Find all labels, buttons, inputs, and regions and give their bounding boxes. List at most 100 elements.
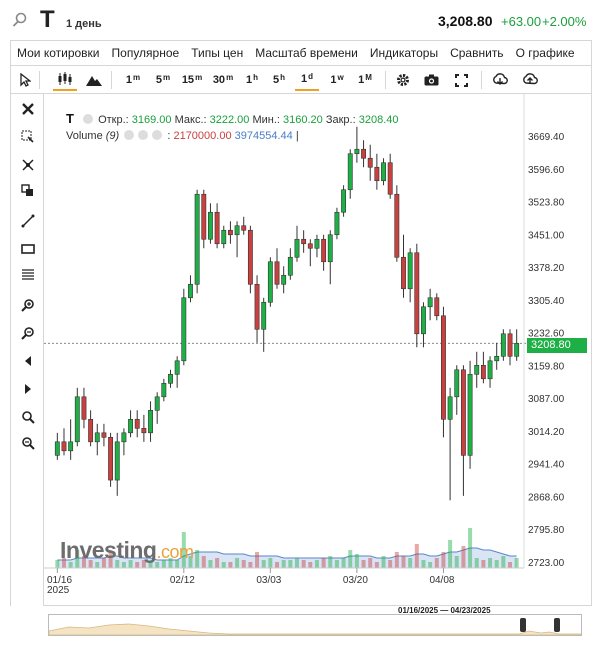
zoom-in-icon[interactable] [19,296,37,314]
close-icon[interactable] [19,100,37,118]
zoom-out-icon[interactable] [19,324,37,342]
volume-bar [508,562,513,568]
y-tick-label: 2723.00 [528,558,565,569]
candle-body [287,256,293,276]
candle-body [321,238,327,263]
open-value: 3169.00 [131,114,172,126]
volume-bar [161,560,166,568]
volume-bar [55,560,60,568]
navigator-left-handle[interactable] [520,618,526,632]
y-tick-label: 3669.40 [528,132,565,143]
zoom-reset-icon[interactable] [19,408,37,426]
menu-about-chart[interactable]: О графике [515,46,575,60]
interval-15m[interactable]: 15 m [181,72,203,87]
menu-indicators[interactable]: Индикаторы [369,46,439,60]
candle-body [54,441,60,456]
candle-body [141,428,147,434]
candle-body [194,193,200,285]
volume-bar [501,556,506,568]
arrow-right-icon[interactable] [19,380,37,398]
crosshair-icon[interactable] [19,156,37,174]
menu-my-quotes[interactable]: Мои котировки [17,46,100,60]
volume-bar [468,528,473,568]
volume-ma-value: 3974554.44 [234,130,293,142]
arrow-left-icon[interactable] [19,352,37,370]
navigator[interactable] [48,614,582,636]
candle-body [381,162,386,182]
upload-icon[interactable] [519,69,541,91]
candle-body [441,315,446,420]
volume-bar [201,556,206,568]
candle-body [267,261,273,303]
magnet-icon[interactable] [19,434,37,452]
menu-price-types[interactable]: Типы цен [191,46,244,60]
zoom-box-icon[interactable] [19,128,37,146]
candles-icon[interactable] [53,69,77,91]
volume-bar [381,556,386,568]
close-dot-icon[interactable] [152,130,163,140]
volume-bar [421,560,426,568]
cursor-icon[interactable] [15,69,35,91]
volume-bar [181,532,186,568]
price-change-percent: +2.00% [542,14,587,29]
volume-legend: Volume (9) : 2170000.00 3974554.44 | [66,130,299,142]
volume-bar [228,562,233,568]
candle-body [81,396,87,420]
close-value: 3208.40 [358,114,399,126]
x-tick-label: 02/12 [170,575,195,586]
volume-bar [221,562,226,568]
price-chart[interactable]: 3669.40 3596.60 3523.80 3451.00 3378.20 3305.… [44,94,592,606]
volume-bar [208,560,213,568]
legend-symbol: T [66,111,74,126]
eye-icon[interactable] [83,114,94,124]
candle-body [454,369,460,398]
x-tick-label: 03/20 [343,575,368,586]
candle-body [128,419,133,434]
gear-icon[interactable] [393,69,413,91]
volume-bar [288,560,293,568]
mountain-icon[interactable] [83,69,105,91]
volume-bar [328,556,333,568]
search-icon[interactable] [12,12,28,28]
volume-bar [188,556,193,568]
interval-30m[interactable]: 30 m [212,72,234,87]
y-tick-label: 3596.60 [528,165,565,176]
camera-icon[interactable] [421,69,441,91]
candle-body [367,157,373,168]
trendline-icon[interactable] [19,212,37,230]
rectangle-icon[interactable] [19,240,37,258]
volume-bar [261,560,266,568]
volume-bar [394,552,399,568]
candle-body [94,432,100,443]
y-tick-label: 3014.20 [528,427,565,438]
settings-dot-icon[interactable] [138,130,149,140]
candle-body [154,396,160,411]
copy-icon[interactable] [19,182,37,200]
candle-body [394,193,400,258]
menu-time-scale[interactable]: Масштаб времени [255,46,358,60]
volume-bar [235,558,240,568]
volume-bar [374,562,379,568]
candle-body [467,373,473,456]
fullscreen-icon[interactable] [451,69,471,91]
axes: 3669.40 3596.60 3523.80 3451.00 3378.20 3305.… [44,94,565,596]
candle-body [314,238,320,249]
fibonacci-icon[interactable] [19,266,37,284]
navigator-right-handle[interactable] [554,618,560,632]
download-icon[interactable] [489,69,511,91]
menu-compare[interactable]: Сравнить [450,46,504,60]
candle-body [114,441,120,481]
candle-body [421,306,426,335]
y-tick-label: 3159.80 [528,361,565,372]
symbol-name: T [40,6,55,33]
menu-popular[interactable]: Популярное [111,46,180,60]
y-tick-label: 3451.00 [528,230,565,241]
eye-icon[interactable] [124,130,135,140]
